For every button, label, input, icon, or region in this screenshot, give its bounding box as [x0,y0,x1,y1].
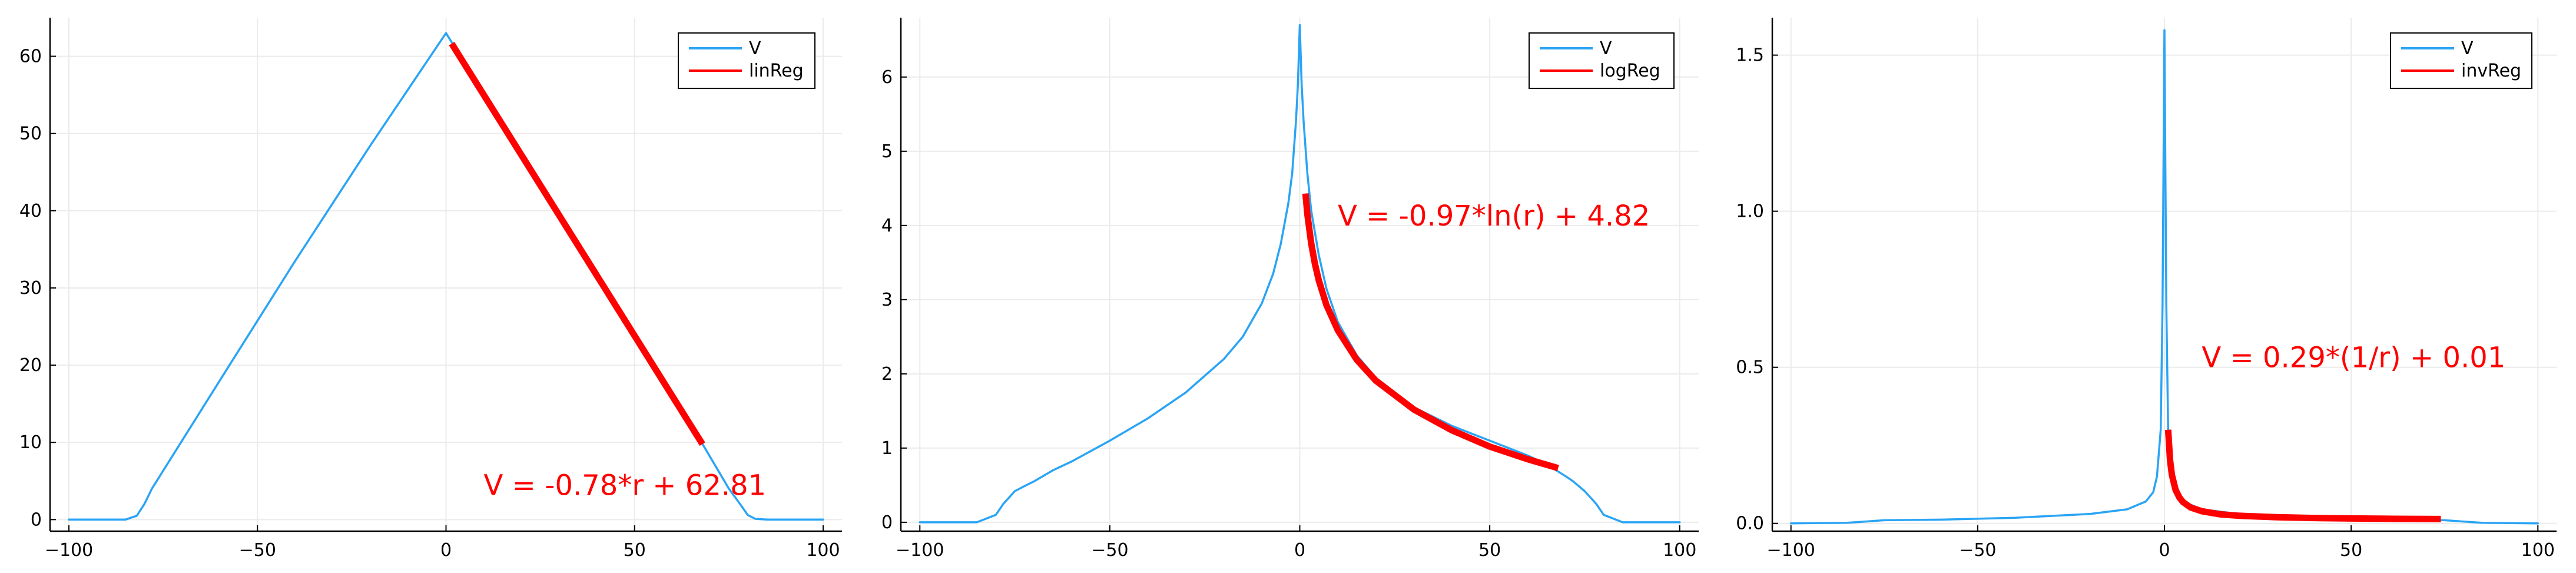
chart-panel-3: −100 −50 0 50 100 0.0 0.5 1.0 1.5 V = 0.29*(1/r) … [1736,18,2557,561]
y-tick-label: 30 [19,278,42,299]
x-tick-label: −50 [239,540,276,561]
y-tick-label: 3 [881,290,893,310]
x-tick-label: 100 [2521,540,2555,561]
y-tick-label: 0.5 [1736,357,1764,378]
legend-box [2390,32,2532,89]
x-tick-label: 0 [1294,540,1305,561]
y-tick-label: 0 [31,509,42,530]
y-tick-label: 1.5 [1736,45,1764,66]
y-tick-label: 50 [19,124,42,144]
y-tick-label: 2 [881,364,893,385]
legend-label-V: V [2461,38,2474,59]
x-tick-label: 100 [1663,540,1696,561]
x-tick-label: 50 [624,540,646,561]
chart-panel-1: −100 −50 0 50 100 0 10 20 30 40 50 60 V = -0.78*r + … [19,18,842,561]
legend-box [678,32,815,89]
legend-label-linReg: linReg [749,61,804,81]
regression-equation: V = -0.78*r + 62.81 [484,469,767,502]
series-line-invReg [2164,429,2441,522]
x-tick-label: −100 [1767,540,1815,561]
y-tick-label: 0 [881,512,893,533]
y-tick-label: 5 [881,141,893,162]
legend-label-V: V [749,38,761,59]
y-tick-label: 20 [19,355,42,376]
y-tick-label: 60 [19,47,42,67]
x-tick-label: −100 [45,540,93,561]
y-tick-label: 0.0 [1736,514,1764,534]
x-tick-label: 50 [2340,540,2362,561]
legend-box [1529,32,1675,89]
legend-label-logReg: logReg [1600,61,1660,81]
y-tick-label: 6 [881,67,893,88]
y-tick-label: 1.0 [1736,201,1764,222]
regression-equation: V = 0.29*(1/r) + 0.01 [2202,342,2505,375]
y-tick-label: 1 [881,438,893,459]
y-tick-label: 4 [881,216,893,236]
x-tick-label: 50 [1478,540,1501,561]
legend-label-V: V [1600,38,1612,59]
legend-label-invReg: invReg [2461,61,2521,81]
y-tick-label: 10 [19,432,42,453]
x-tick-label: −50 [1959,540,1996,561]
chart-panel-2: −100 −50 0 50 100 0 1 2 3 4 5 6 V = -0.97*ln(r) + 4.… [881,18,1699,561]
x-tick-label: 0 [2159,540,2170,561]
x-tick-label: 0 [440,540,452,561]
regression-equation: V = -0.97*ln(r) + 4.82 [1338,200,1650,233]
series-line-linReg [449,42,705,446]
x-tick-label: −100 [896,540,944,561]
x-tick-label: 100 [806,540,840,561]
x-tick-label: −50 [1091,540,1128,561]
y-tick-label: 40 [19,201,42,221]
series-line-logReg [1302,193,1559,472]
